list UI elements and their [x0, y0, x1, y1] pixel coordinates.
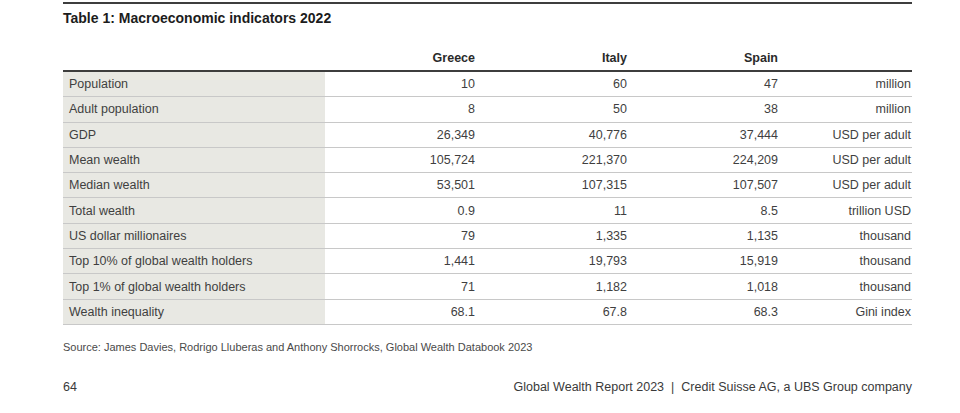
value-italy: 19,793	[477, 249, 629, 273]
column-header-spain: Spain	[629, 51, 780, 70]
row-label: Population	[63, 72, 325, 96]
row-unit: thousand	[780, 224, 912, 248]
page-number: 64	[63, 380, 77, 394]
row-unit: USD per adult	[780, 123, 912, 147]
value-spain: 15,919	[629, 249, 780, 273]
value-spain: 68.3	[629, 300, 780, 324]
table-row-wealth-inequality: Wealth inequality 68.1 67.8 68.3 Gini in…	[63, 300, 912, 325]
row-unit: thousand	[780, 274, 912, 298]
row-unit: million	[780, 72, 912, 96]
row-unit: trillion USD	[780, 198, 912, 222]
value-italy: 107,315	[477, 173, 629, 197]
value-spain: 38	[629, 97, 780, 121]
row-unit: Gini index	[780, 300, 912, 324]
source-note: Source: James Davies, Rodrigo Lluberas a…	[63, 341, 912, 353]
value-greece: 0.9	[325, 198, 477, 222]
header-spacer-units	[780, 65, 912, 70]
footer-report-line: Global Wealth Report 2023 | Credit Suisse …	[514, 380, 912, 394]
table-title: Table 1: Macroeconomic indicators 2022	[63, 10, 912, 27]
value-spain: 224,209	[629, 148, 780, 172]
value-greece: 10	[325, 72, 477, 96]
row-label: US dollar millionaires	[63, 224, 325, 248]
value-spain: 47	[629, 72, 780, 96]
value-italy: 50	[477, 97, 629, 121]
value-spain: 1,135	[629, 224, 780, 248]
value-italy: 40,776	[477, 123, 629, 147]
value-greece: 105,724	[325, 148, 477, 172]
report-page: Table 1: Macroeconomic indicators 2022 G…	[63, 0, 912, 413]
value-spain: 107,507	[629, 173, 780, 197]
row-label: Mean wealth	[63, 148, 325, 172]
value-italy: 1,335	[477, 224, 629, 248]
table-row-top-1-percent: Top 1% of global wealth holders 71 1,182…	[63, 274, 912, 299]
macroeconomic-indicators-table: Greece Italy Spain Population 10 60 47 m…	[63, 27, 912, 325]
value-spain: 8.5	[629, 198, 780, 222]
row-unit: USD per adult	[780, 173, 912, 197]
table-row-top-10-percent: Top 10% of global wealth holders 1,441 1…	[63, 249, 912, 274]
table-row-usd-millionaires: US dollar millionaires 79 1,335 1,135 th…	[63, 224, 912, 249]
value-greece: 53,501	[325, 173, 477, 197]
value-italy: 67.8	[477, 300, 629, 324]
value-italy: 60	[477, 72, 629, 96]
table-row-mean-wealth: Mean wealth 105,724 221,370 224,209 USD …	[63, 148, 912, 173]
footer-company: Credit Suisse AG, a UBS Group company	[681, 380, 912, 394]
value-greece: 8	[325, 97, 477, 121]
table-row-adult-population: Adult population 8 50 38 million	[63, 97, 912, 122]
table-row-total-wealth: Total wealth 0.9 11 8.5 trillion USD	[63, 198, 912, 223]
column-header-italy: Italy	[477, 51, 629, 70]
footer-separator: |	[671, 380, 674, 394]
footer-report-title: Global Wealth Report 2023	[514, 380, 665, 394]
header-spacer-left	[63, 65, 325, 70]
value-greece: 79	[325, 224, 477, 248]
table-header-row: Greece Italy Spain	[63, 27, 912, 70]
value-greece: 68.1	[325, 300, 477, 324]
value-greece: 71	[325, 274, 477, 298]
row-label: Median wealth	[63, 173, 325, 197]
table-row-gdp: GDP 26,349 40,776 37,444 USD per adult	[63, 123, 912, 148]
value-spain: 37,444	[629, 123, 780, 147]
value-italy: 221,370	[477, 148, 629, 172]
value-spain: 1,018	[629, 274, 780, 298]
table-row-population: Population 10 60 47 million	[63, 72, 912, 97]
value-italy: 11	[477, 198, 629, 222]
value-italy: 1,182	[477, 274, 629, 298]
row-unit: million	[780, 97, 912, 121]
column-header-greece: Greece	[325, 51, 477, 70]
row-unit: thousand	[780, 249, 912, 273]
row-label: Top 10% of global wealth holders	[63, 249, 325, 273]
table-row-median-wealth: Median wealth 53,501 107,315 107,507 USD…	[63, 173, 912, 198]
row-label: Adult population	[63, 97, 325, 121]
row-label: Wealth inequality	[63, 300, 325, 324]
row-label: GDP	[63, 123, 325, 147]
row-label: Top 1% of global wealth holders	[63, 274, 325, 298]
row-unit: USD per adult	[780, 148, 912, 172]
value-greece: 1,441	[325, 249, 477, 273]
row-label: Total wealth	[63, 198, 325, 222]
top-rule	[63, 2, 912, 4]
value-greece: 26,349	[325, 123, 477, 147]
page-footer: 64 Global Wealth Report 2023 | Credit Suis…	[63, 380, 912, 394]
